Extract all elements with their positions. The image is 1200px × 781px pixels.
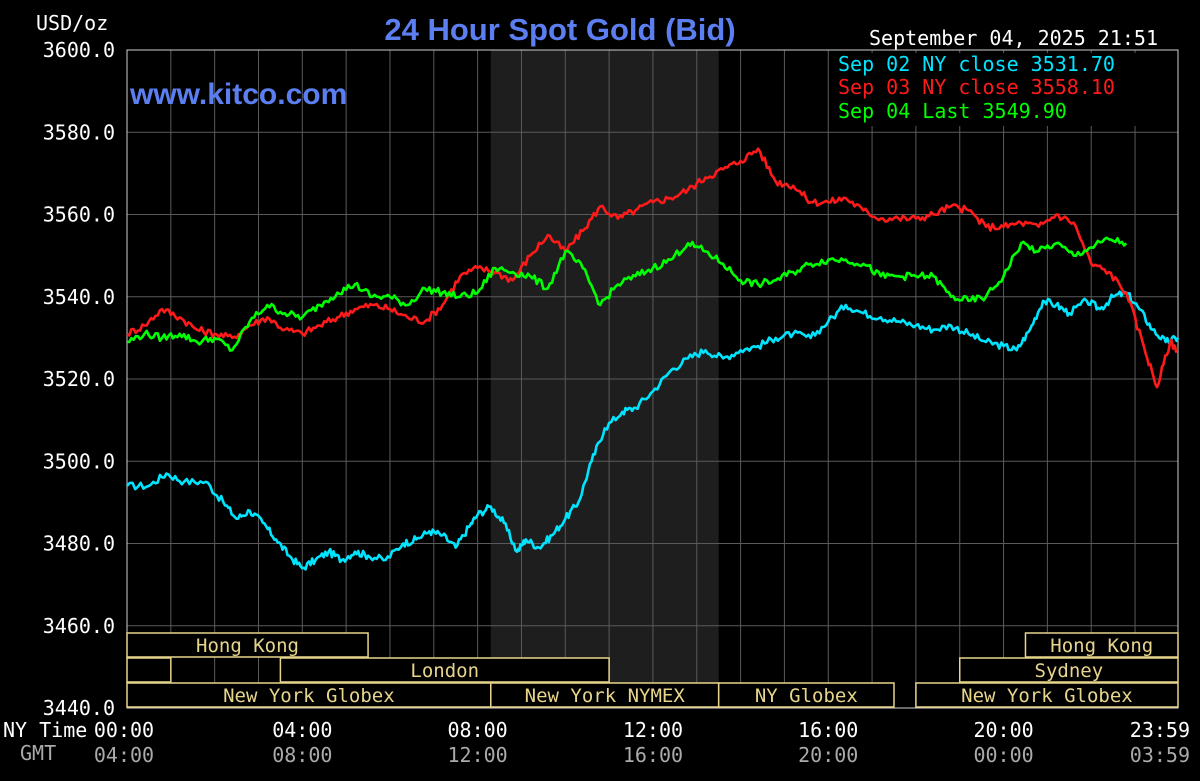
legend-box <box>830 53 1175 126</box>
y-tick-label: 3440.0 <box>43 696 115 720</box>
session-label: New York NYMEX <box>525 685 686 707</box>
session-label: Sydney <box>1035 660 1104 682</box>
session-box <box>717 682 895 708</box>
legend-entry-sep03: Sep 03 NY close 3558.10 <box>838 75 1115 99</box>
gmt-tick-label: 20:00 <box>798 743 858 767</box>
plot-border <box>126 49 1179 709</box>
gmt-tick-label: 12:00 <box>448 743 508 767</box>
x-tick-label: 08:00 <box>448 718 508 742</box>
x-tick-label: 04:00 <box>272 718 332 742</box>
y-axis-ticks: 3600.0 3580.0 3560.0 3540.0 3520.0 3500.0 3480… <box>43 38 115 720</box>
x-tick-label: 16:00 <box>798 718 858 742</box>
y-tick-label: 3460.0 <box>43 614 115 638</box>
gmt-label: GMT <box>20 741 56 765</box>
y-tick-label: 3540.0 <box>43 285 115 309</box>
market-sessions: Hong Kong Hong Kong London Sydney New York G… <box>126 632 1179 708</box>
legend-entry-sep02: Sep 02 NY close 3531.70 <box>838 52 1115 76</box>
x-tick-label: 00:00 <box>94 718 154 742</box>
session-label: Hong Kong <box>196 635 299 657</box>
legend: Sep 02 NY close 3531.70 Sep 03 NY close … <box>830 52 1175 126</box>
gmt-tick-label: 16:00 <box>623 743 683 767</box>
chart-title: 24 Hour Spot Gold (Bid) <box>384 12 735 47</box>
session-label: New York Globex <box>961 685 1133 707</box>
y-tick-label: 3480.0 <box>43 532 115 556</box>
unit-label: USD/oz <box>36 11 108 35</box>
y-tick-label: 3500.0 <box>43 449 115 473</box>
y-tick-label: 3520.0 <box>43 367 115 391</box>
session-box <box>279 657 610 683</box>
price-line-sep02 <box>126 289 1180 571</box>
x-tick-label: 23:59 <box>1130 718 1190 742</box>
session-box <box>958 657 1179 683</box>
gmt-tick-label: 03:59 <box>1130 743 1190 767</box>
session-box <box>490 682 720 708</box>
grid-lines <box>127 49 1178 709</box>
price-line-sep03 <box>126 147 1179 389</box>
y-tick-label: 3560.0 <box>43 203 115 227</box>
session-box <box>126 632 369 658</box>
timestamp: September 04, 2025 21:51 <box>869 26 1158 50</box>
gmt-tick-label: 00:00 <box>973 743 1033 767</box>
ny-time-label: NY Time <box>3 718 87 742</box>
x-tick-label: 12:00 <box>623 718 683 742</box>
gmt-tick-label: 08:00 <box>272 743 332 767</box>
website-label: www.kitco.com <box>129 78 347 111</box>
y-tick-label: 3580.0 <box>43 120 115 144</box>
price-lines <box>126 147 1180 571</box>
session-label: London <box>410 660 479 682</box>
y-tick-label: 3600.0 <box>43 38 115 62</box>
x-tick-label: 20:00 <box>973 718 1033 742</box>
x-axis-ticks: 00:00 04:00 08:00 12:00 16:00 20:00 23:5904:00… <box>94 718 1190 767</box>
legend-entry-sep04: Sep 04 Last 3549.90 <box>838 99 1067 123</box>
gmt-tick-label: 04:00 <box>94 743 154 767</box>
session-label: Hong Kong <box>1050 635 1153 657</box>
session-box <box>1024 632 1179 658</box>
session-box <box>126 657 172 683</box>
session-box <box>915 682 1179 708</box>
session-label: NY Globex <box>755 685 858 707</box>
price-line-sep04 <box>127 236 1128 352</box>
session-label: New York Globex <box>223 685 395 707</box>
